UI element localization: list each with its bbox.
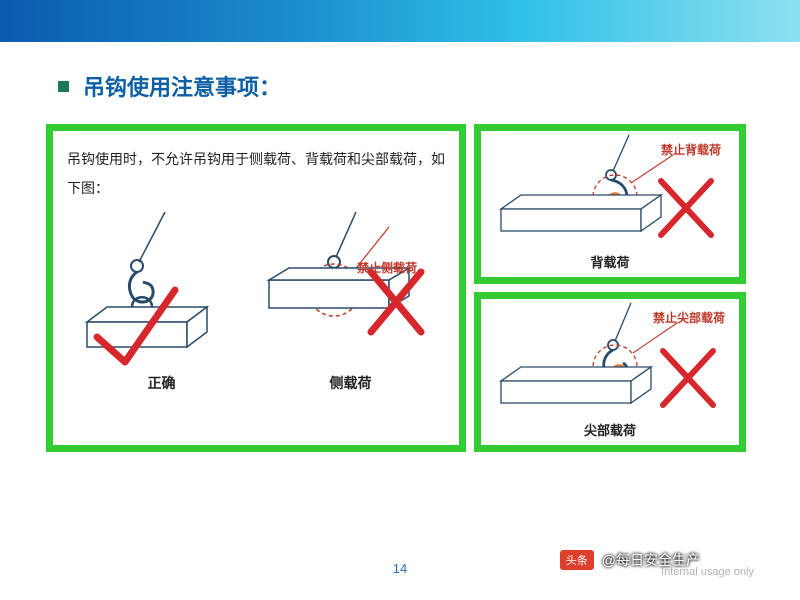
panel-back-load: 禁止背载荷 背载荷	[474, 124, 746, 284]
left-description: 吊钩使用时，不允许吊钩用于侧载荷、背载荷和尖部载荷，如下图：	[67, 145, 445, 204]
panel-tip-load: 禁止尖部载荷 尖部载荷	[474, 292, 746, 452]
illustration-correct	[77, 212, 247, 367]
watermark-badge: 头条	[560, 550, 594, 570]
title-bullet	[58, 81, 69, 92]
cell-correct: 正确	[71, 212, 252, 393]
caption-tip-load: 尖部载荷	[584, 420, 636, 439]
cell-side-load: 侧载荷	[260, 212, 441, 393]
panel-left: 吊钩使用时，不允许吊钩用于侧载荷、背载荷和尖部载荷，如下图： 禁止侧载荷	[46, 124, 466, 452]
right-column: 禁止背载荷 背载荷 禁止尖部载荷	[474, 124, 746, 452]
callout-tip-load: 禁止尖部载荷	[653, 309, 725, 326]
header-gradient	[0, 0, 800, 42]
left-illustration-pair: 正确	[67, 212, 445, 393]
slide-title: 吊钩使用注意事项：	[83, 70, 281, 102]
watermark: 头条 @每日安全生产	[560, 550, 700, 570]
slide-title-row: 吊钩使用注意事项：	[0, 42, 800, 102]
panels-container: 吊钩使用时，不允许吊钩用于侧载荷、背载荷和尖部载荷，如下图： 禁止侧载荷	[46, 124, 754, 452]
callout-back-load: 禁止背载荷	[661, 141, 721, 158]
caption-correct: 正确	[148, 373, 176, 393]
watermark-text: @每日安全生产	[602, 550, 700, 570]
caption-side-load: 侧载荷	[330, 373, 372, 393]
illustration-side-load	[261, 212, 441, 367]
caption-back-load: 背载荷	[590, 252, 629, 271]
callout-side-load: 禁止侧载荷	[357, 259, 417, 276]
